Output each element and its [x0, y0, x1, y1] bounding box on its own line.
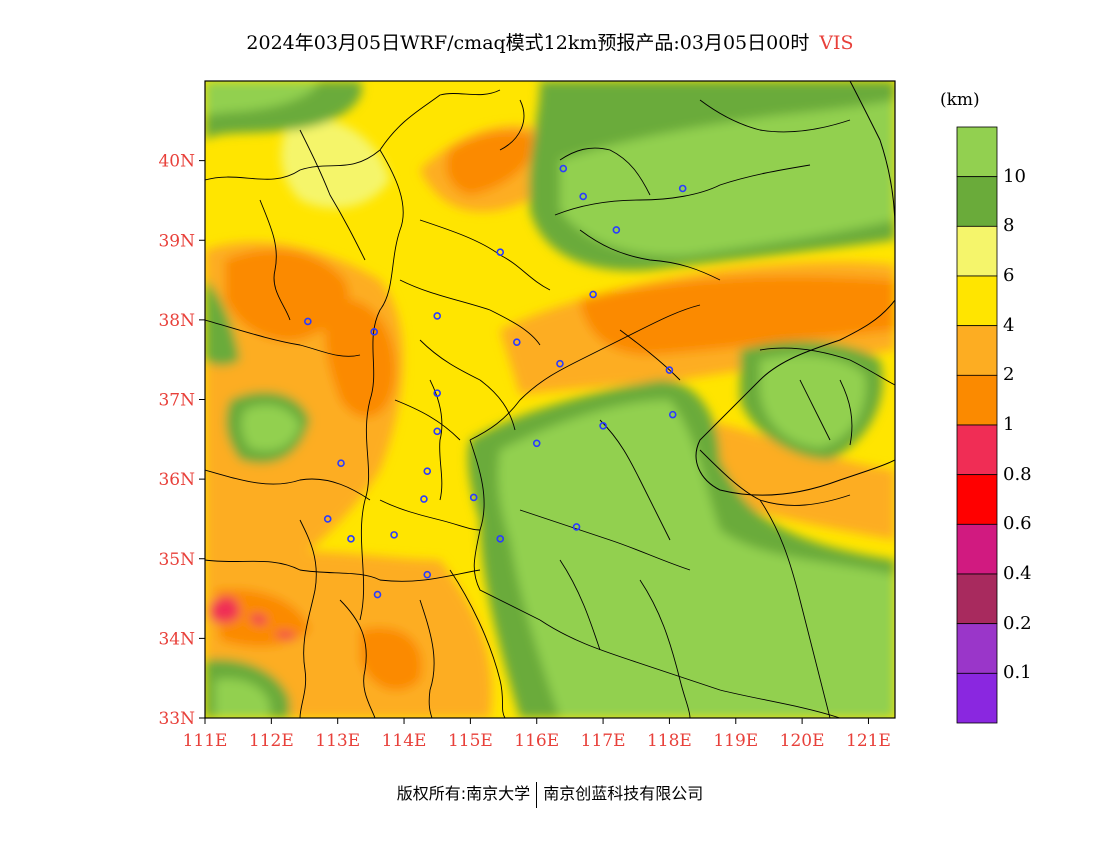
- lon-label: 114E: [382, 731, 427, 751]
- colorbar-bin: [956, 325, 998, 376]
- station-marker: [370, 328, 378, 336]
- station-marker: [390, 531, 398, 539]
- lat-label: 38N: [158, 311, 195, 331]
- station-marker: [556, 359, 564, 368]
- lon-label: 118E: [647, 731, 692, 751]
- colorbar-label: 2: [1003, 364, 1015, 386]
- station-marker: [433, 389, 442, 397]
- colorbar-bin: [956, 474, 998, 525]
- station-markers: [304, 164, 687, 599]
- colorbar-bin: [956, 573, 998, 625]
- copyright-footer: 版权所有:南京大学 南京创蓝科技有限公司: [0, 780, 1100, 808]
- station-marker: [433, 312, 442, 320]
- station-marker: [579, 192, 587, 201]
- lat-label: 35N: [158, 550, 195, 570]
- title-main: 2024年03月05日WRF/cmaq模式12km预报产品:03月05日00时: [246, 32, 810, 54]
- colorbar-label: 1: [1003, 414, 1015, 435]
- colorbar-bin: [956, 176, 998, 227]
- longitude-axis: 111E 112E 113E 114E 115E 116E 117E 118E 119E 120E…: [183, 718, 891, 751]
- colorbar-label: 0.8: [1003, 463, 1032, 485]
- coastline: [695, 81, 895, 496]
- footer-right: 南京创蓝科技有限公司: [543, 784, 704, 803]
- latitude-axis: 40N 39N 38N 37N 36N 35N 34N 33N: [158, 152, 205, 729]
- lat-label: 37N: [158, 391, 195, 411]
- colorbar-bin: [956, 275, 998, 327]
- station-marker: [559, 164, 568, 173]
- lat-label: 34N: [158, 629, 195, 649]
- footer-separator: [536, 781, 538, 808]
- colorbar-bin: [956, 523, 998, 575]
- station-marker: [612, 226, 621, 234]
- lon-label: 117E: [581, 731, 626, 751]
- station-marker: [496, 535, 505, 543]
- colorbar-bin: [956, 225, 998, 277]
- station-marker: [423, 467, 432, 475]
- lon-label: 116E: [514, 731, 559, 751]
- boundary-lines: [205, 89, 895, 718]
- colorbar-label: 6: [1003, 265, 1015, 286]
- lon-label: 111E: [183, 731, 228, 751]
- lon-label: 115E: [448, 731, 493, 751]
- colorbar-bin: [956, 672, 998, 724]
- station-marker: [373, 590, 382, 599]
- colorbar-label: 0.4: [1003, 563, 1032, 584]
- station-marker: [513, 338, 521, 346]
- station-marker: [665, 366, 674, 374]
- station-marker: [572, 523, 581, 531]
- colorbar-bin: [956, 126, 998, 178]
- station-marker: [423, 570, 432, 579]
- lat-label: 33N: [158, 709, 195, 729]
- station-marker: [323, 515, 332, 523]
- lon-label: 121E: [846, 731, 891, 751]
- station-marker: [668, 410, 677, 419]
- station-marker: [599, 421, 607, 430]
- station-marker: [304, 317, 312, 326]
- lat-label: 39N: [158, 231, 195, 251]
- colorbar-label: 0.1: [1003, 662, 1032, 684]
- station-marker: [496, 248, 505, 256]
- visibility-field: [205, 81, 895, 718]
- colorbar-label: 10: [1003, 165, 1026, 187]
- lat-label: 40N: [158, 152, 195, 172]
- colorbar-bin: [956, 424, 998, 476]
- colorbar-bin: [956, 374, 998, 426]
- station-marker: [433, 427, 442, 436]
- colorbar-label: 8: [1003, 215, 1015, 237]
- colorbar: [956, 126, 998, 724]
- station-marker: [532, 439, 541, 448]
- lon-label: 120E: [780, 731, 825, 751]
- station-marker: [678, 184, 687, 193]
- colorbar-label: 0.6: [1003, 513, 1032, 535]
- map-title: 2024年03月05日WRF/cmaq模式12km预报产品:03月05日00时 V…: [0, 28, 1100, 55]
- lon-label: 113E: [315, 731, 360, 751]
- lon-label: 119E: [713, 731, 758, 751]
- colorbar-unit: (km): [940, 90, 980, 110]
- station-marker: [469, 493, 478, 502]
- station-marker: [420, 495, 428, 503]
- colorbar-label: 4: [1003, 314, 1015, 336]
- lon-label: 112E: [249, 731, 294, 751]
- footer-left: 版权所有:南京大学: [396, 784, 531, 803]
- colorbar-bin: [956, 623, 998, 674]
- colorbar-label: 0.2: [1003, 612, 1032, 634]
- station-marker: [347, 535, 355, 543]
- lat-label: 36N: [158, 470, 195, 490]
- station-marker: [337, 459, 345, 468]
- station-marker: [589, 290, 597, 299]
- title-variable: VIS: [819, 32, 854, 54]
